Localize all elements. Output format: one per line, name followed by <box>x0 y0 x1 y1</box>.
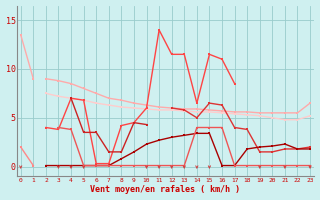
X-axis label: Vent moyen/en rafales ( km/h ): Vent moyen/en rafales ( km/h ) <box>90 185 240 194</box>
